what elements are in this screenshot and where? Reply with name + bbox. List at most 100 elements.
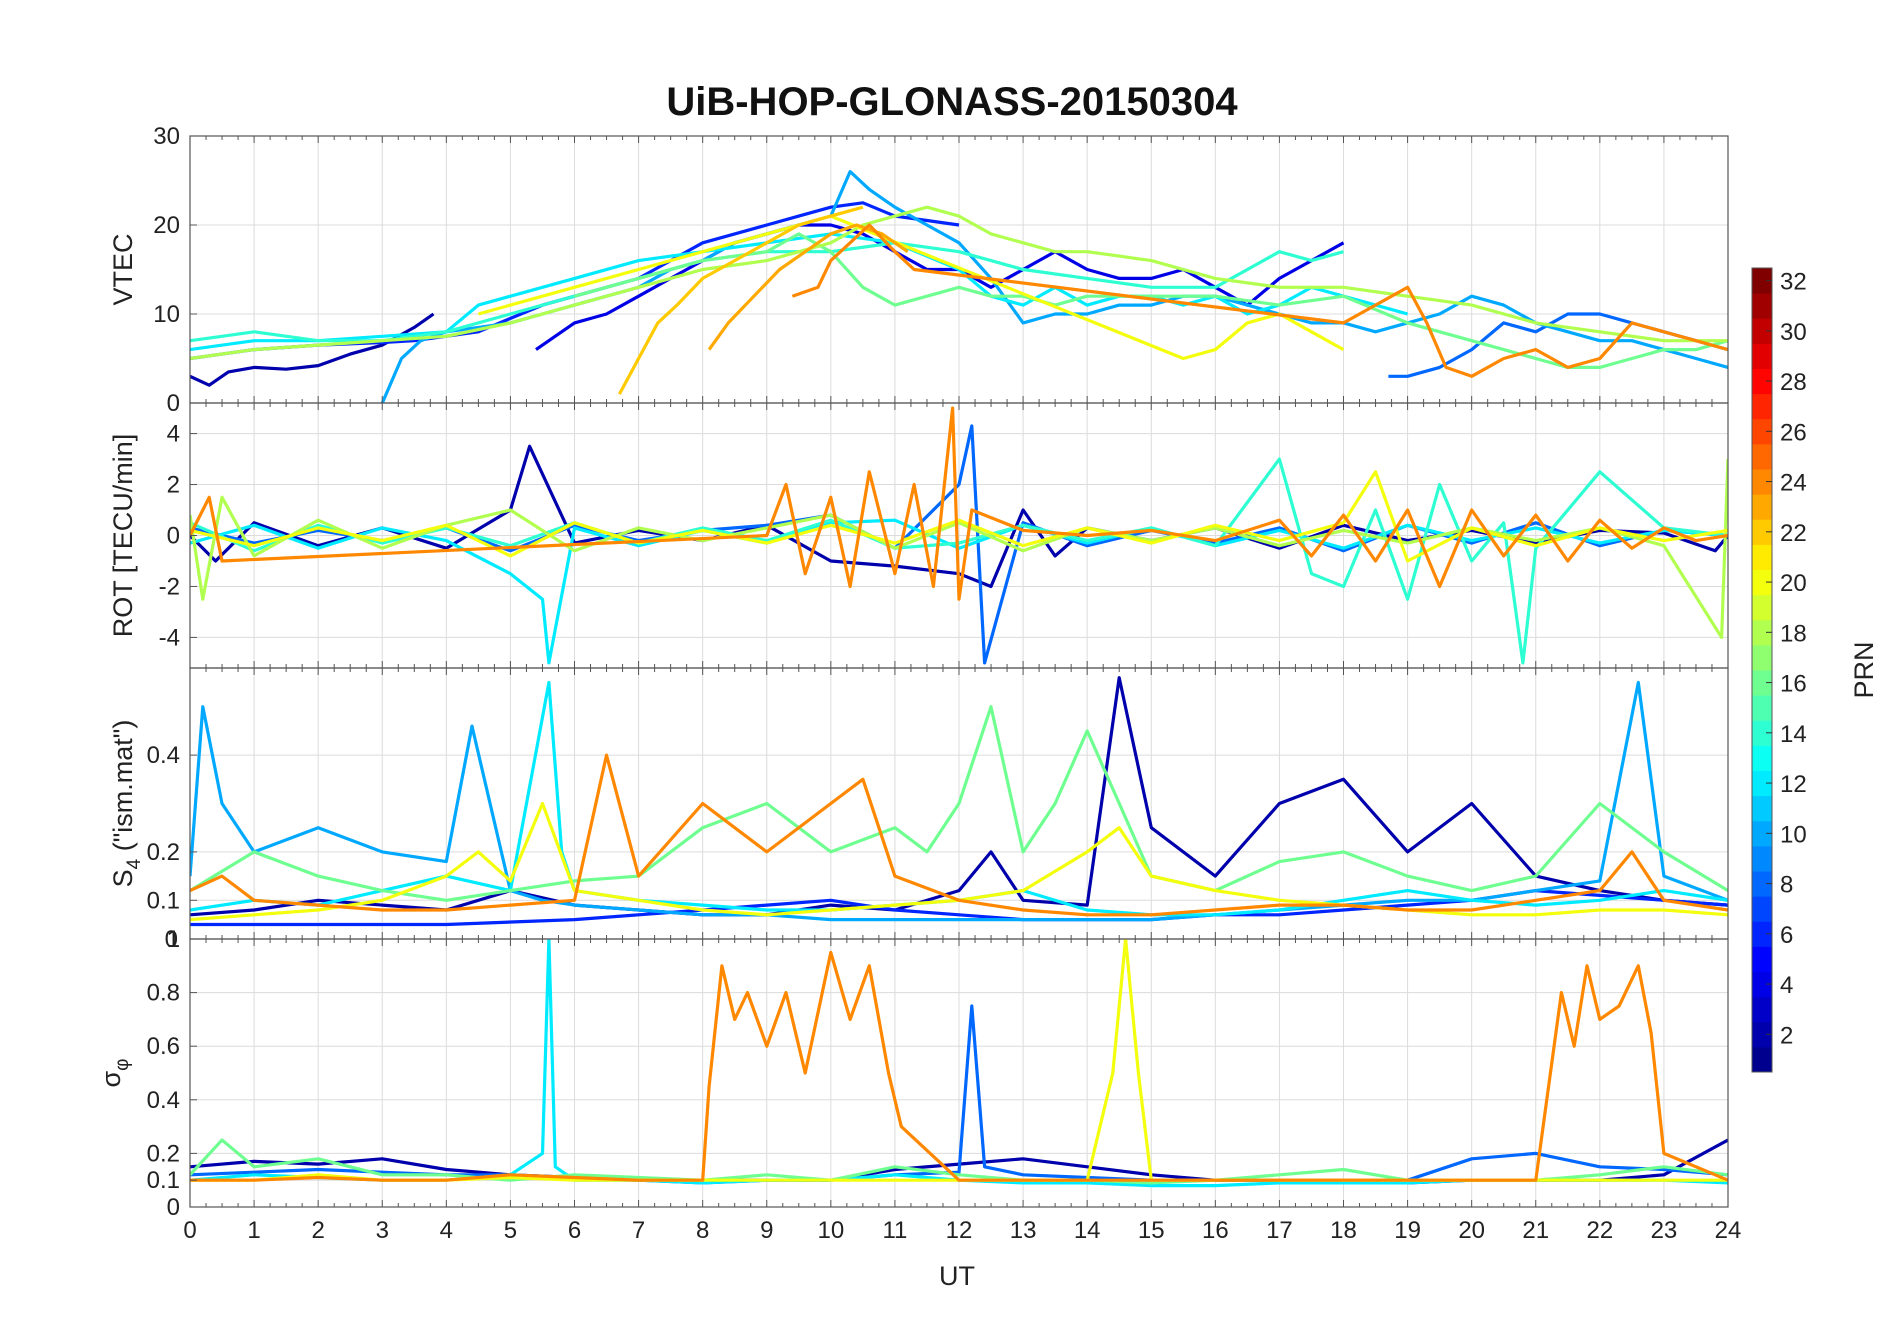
colorbar-label: PRN — [1849, 641, 1879, 698]
colorbar-tick-label: 2 — [1780, 1022, 1793, 1049]
y-tick-label: 0.1 — [147, 1167, 180, 1194]
y-axis-label-subscript: φ — [112, 1059, 133, 1071]
colorbar-tick-label: 32 — [1780, 269, 1807, 296]
colorbar-band — [1752, 670, 1772, 696]
colorbar-band — [1752, 745, 1772, 771]
y-tick-label: 0.6 — [147, 1033, 180, 1060]
x-tick-label: 21 — [1522, 1217, 1549, 1244]
colorbar-band — [1752, 896, 1772, 922]
s4-series-prn-16 — [190, 705, 1728, 902]
colorbar-band — [1752, 393, 1772, 420]
rot-ticks — [189, 403, 1729, 668]
colorbar-band — [1752, 695, 1772, 721]
colorbar-tick-label: 10 — [1780, 821, 1807, 848]
x-tick-label: 15 — [1138, 1217, 1165, 1244]
y-tick-label: 2 — [167, 472, 180, 499]
colorbar-band — [1752, 268, 1772, 294]
chart-title: UiB-HOP-GLONASS-20150304 — [666, 80, 1238, 124]
x-axis-label: UT — [939, 1261, 975, 1291]
y-tick-label: 0.1 — [147, 887, 180, 914]
y-tick-label: -2 — [159, 573, 180, 600]
colorbar-band — [1752, 770, 1772, 797]
x-tick-label: 19 — [1394, 1217, 1421, 1244]
x-tick-label: 24 — [1715, 1217, 1742, 1244]
sigma-y-axis-label: σφ — [96, 1059, 133, 1088]
y-axis-label-text: σ — [96, 1071, 126, 1088]
vtec-series-prn-2 — [190, 312, 435, 387]
s4-series-prn-24 — [190, 753, 1728, 917]
vtec-series-prn-20 — [477, 214, 1345, 361]
x-tick-label: 17 — [1266, 1217, 1293, 1244]
panel-s4: 0.1 0.2 0.4 01 S4 ("ism.mat") — [108, 667, 1729, 953]
vtec-ticks — [189, 135, 1729, 404]
colorbar-band — [1752, 996, 1772, 1023]
colorbar-band — [1752, 343, 1772, 369]
panel-vtec: 0 10 20 30 VTEC — [108, 123, 1729, 417]
colorbar-band — [1752, 1046, 1772, 1073]
y-tick-label: 1 — [167, 926, 180, 953]
y-axis-label-subscript: 4 — [124, 858, 145, 869]
colorbar-band — [1752, 1021, 1772, 1048]
y-tick-label: 20 — [153, 212, 180, 239]
vtec-y-axis-label: VTEC — [108, 233, 138, 305]
y-tick-label: 10 — [153, 301, 180, 328]
x-tick-label: 1 — [247, 1217, 260, 1244]
y-tick-label: -4 — [159, 624, 180, 651]
vtec-series-prn-22 — [617, 205, 864, 395]
sigma-series-prn-8 — [190, 1004, 1728, 1185]
y-tick-label: 0.2 — [147, 1140, 180, 1167]
rot-series — [190, 406, 1728, 665]
x-tick-label: 14 — [1074, 1217, 1101, 1244]
x-tick-label: 8 — [696, 1217, 709, 1244]
colorbar-band — [1752, 469, 1772, 495]
x-tick-label: 13 — [1010, 1217, 1037, 1244]
colorbar-band — [1752, 544, 1772, 570]
s4-series-prn-10 — [190, 680, 1728, 922]
x-tick-label: 3 — [376, 1217, 389, 1244]
colorbar-band — [1752, 720, 1772, 746]
colorbar-band — [1752, 845, 1772, 872]
x-tick-label: 5 — [504, 1217, 517, 1244]
y-tick-label: 0.8 — [147, 980, 180, 1007]
y-tick-label: 30 — [153, 123, 180, 150]
colorbar-tick-label: 14 — [1780, 721, 1807, 748]
x-tick-label: 11 — [882, 1217, 907, 1244]
colorbar-tick-label: 6 — [1780, 922, 1793, 949]
x-tick-label: 16 — [1202, 1217, 1229, 1244]
colorbar-tick-label: 28 — [1780, 369, 1807, 396]
x-tick-label: 7 — [632, 1217, 645, 1244]
colorbar-band — [1752, 519, 1772, 545]
y-tick-label: 4 — [167, 421, 180, 448]
colorbar-band — [1752, 971, 1772, 998]
y-tick-label: 0 — [167, 1194, 180, 1221]
s4-series-prn-20 — [190, 801, 1728, 922]
vtec-series-prn-18 — [190, 205, 1728, 361]
s4-series-prn-2 — [190, 676, 1728, 917]
colorbar-band — [1752, 443, 1772, 470]
rot-series-prn-12 — [190, 518, 1728, 665]
y-axis-label-text: ROT [TECU/min] — [108, 434, 138, 638]
y-axis-label-suffix: ("ism.mat") — [108, 720, 138, 859]
vtec-series — [190, 170, 1728, 403]
s4-y-axis-label: S4 ("ism.mat") — [108, 720, 145, 888]
colorbar-tick-label: 30 — [1780, 319, 1807, 346]
y-axis-label-text: S — [108, 869, 138, 887]
vtec-series-prn-8 — [1388, 312, 1728, 378]
colorbar-band — [1752, 795, 1772, 822]
y-tick-label: 0.4 — [147, 742, 180, 769]
y-tick-label: 0 — [167, 390, 180, 417]
colorbar-band — [1752, 871, 1772, 897]
x-tick-label: 6 — [568, 1217, 581, 1244]
x-tick-label: 23 — [1651, 1217, 1678, 1244]
x-tick-label: 12 — [946, 1217, 973, 1244]
x-tick-label: 9 — [760, 1217, 773, 1244]
x-tick-label: 4 — [440, 1217, 453, 1244]
colorbar-tick-label: 24 — [1780, 470, 1807, 497]
colorbar-band — [1752, 293, 1772, 319]
colorbar-band — [1752, 494, 1772, 520]
colorbar-band — [1752, 569, 1772, 596]
colorbar-tick-label: 18 — [1780, 620, 1807, 647]
